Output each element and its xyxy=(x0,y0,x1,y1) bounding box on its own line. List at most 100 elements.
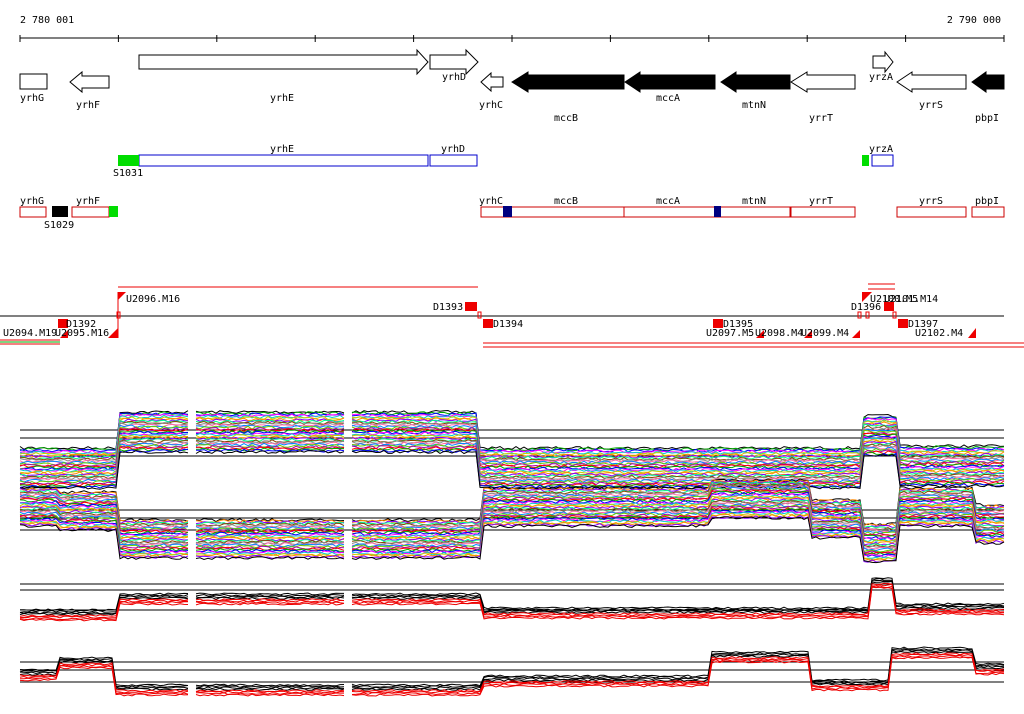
gene-label-yrzA: yrzA xyxy=(869,72,893,83)
profile-line xyxy=(19,489,1005,537)
segment-marker-U2095[interactable] xyxy=(108,328,118,338)
marker-label-S1029: S1029 xyxy=(44,220,74,231)
segment-label-D1394: D1394 xyxy=(493,319,523,330)
plus-feature-yrzA[interactable] xyxy=(871,154,894,167)
summary-panel-plus xyxy=(19,577,1005,622)
minus-feature-yrhC-mccB[interactable] xyxy=(480,206,625,218)
segment-label-U2101: U2101.M14 xyxy=(884,294,938,305)
segment-label-D1393: D1393 xyxy=(433,302,463,313)
segment-label-U2099: U2099.M4 xyxy=(801,328,849,339)
minus-feature-pbpI[interactable] xyxy=(971,206,1005,218)
segment-marker-D1397[interactable] xyxy=(898,319,908,328)
segment-marker-D1396[interactable] xyxy=(884,302,894,311)
profile-line xyxy=(19,510,1005,559)
plus-label-yrzA: yrzA xyxy=(869,144,893,155)
minus-label-pbpI: pbpI xyxy=(975,196,999,207)
segment-marker-D1395[interactable] xyxy=(713,319,723,328)
minus-label-yrhG: yrhG xyxy=(20,196,44,207)
minus-label-mccA: mccA xyxy=(656,196,680,207)
segment-label-D1392: D1392 xyxy=(66,319,96,330)
profile-line xyxy=(19,478,1005,527)
segment-marker-U2094[interactable] xyxy=(60,330,68,338)
minus-feature-mtnN[interactable] xyxy=(714,206,791,218)
profile-line xyxy=(19,512,1005,561)
plus-feature-yrhE[interactable] xyxy=(138,154,429,167)
profile-line xyxy=(19,646,1005,687)
marker-navy-mtnN[interactable] xyxy=(714,206,721,217)
profile-line xyxy=(19,516,1005,564)
profile-line xyxy=(19,655,1005,696)
segment-marker-D1394[interactable] xyxy=(483,319,493,328)
gene-label-yrrT: yrrT xyxy=(809,113,833,124)
gene-yrhD[interactable]: yrhD xyxy=(429,48,479,83)
profile-line xyxy=(19,425,1005,466)
gene-label-yrhF: yrhF xyxy=(76,100,100,111)
gene-yrzA[interactable]: yrzA xyxy=(869,50,894,83)
segment-label-D1395: D1395 xyxy=(723,319,753,330)
minus-label-yrrS: yrrS xyxy=(919,196,943,207)
segment-label-U2096: U2096.M16 xyxy=(126,294,180,305)
segment-marker-U2096[interactable] xyxy=(118,292,126,300)
plus-feature-yrhD[interactable] xyxy=(429,154,478,167)
segment-marker-U2098[interactable] xyxy=(804,330,812,338)
gene-yrhC[interactable]: yrhC xyxy=(479,71,504,111)
marker-green-yrhF[interactable] xyxy=(109,206,118,217)
gene-label-pbpI: pbpI xyxy=(975,113,999,124)
minus-feature-yrhF[interactable] xyxy=(71,206,110,218)
marker-S1031[interactable] xyxy=(118,155,139,166)
gene-yrhE[interactable]: yrhE xyxy=(138,48,429,104)
segment-marker-U2100[interactable] xyxy=(862,292,872,302)
profile-line xyxy=(19,649,1005,690)
segment-marker-U2099[interactable] xyxy=(852,330,860,338)
profile-line xyxy=(19,653,1005,694)
expression-panel-minus xyxy=(19,478,1005,564)
segment-marker-U2102[interactable] xyxy=(968,328,976,338)
gene-mtnN[interactable]: mtnN xyxy=(720,71,791,111)
minus-label-mccB: mccB xyxy=(554,196,578,207)
minus-label-mtnN: mtnN xyxy=(742,196,766,207)
scale-start-label: 2 780 001 xyxy=(20,15,74,26)
gene-yrrT[interactable]: yrrT xyxy=(790,71,856,124)
profile-line xyxy=(19,586,1005,622)
gene-label-yrrS: yrrS xyxy=(919,100,943,111)
gene-mccA[interactable]: mccA xyxy=(624,71,716,104)
gene-label-yrhE: yrhE xyxy=(270,93,294,104)
gene-arrows-track: yrhG yrhF yrhE yrhD yrhC mccB mccA mtnN xyxy=(19,48,1005,124)
gene-label-mccB: mccB xyxy=(554,113,578,124)
minus-feature-yrrS[interactable] xyxy=(896,206,967,218)
gene-label-yrhD: yrhD xyxy=(442,72,466,83)
marker-label-S1031: S1031 xyxy=(113,168,143,179)
gene-pbpI[interactable]: pbpI xyxy=(971,71,1005,124)
segment-marker-U2097[interactable] xyxy=(756,330,764,338)
profile-line xyxy=(19,650,1005,691)
minus-label-yrhC: yrhC xyxy=(479,196,503,207)
coordinate-scale: 2 780 001 2 790 000 xyxy=(19,15,1005,42)
gene-yrrS[interactable]: yrrS xyxy=(896,71,967,111)
gene-yrhF[interactable]: yrhF xyxy=(69,70,110,111)
minus-feature-yrhG[interactable] xyxy=(19,206,47,218)
marker-green-yrzA[interactable] xyxy=(862,155,869,166)
segment-label-U2100: U2100.M5 xyxy=(870,294,918,305)
profile-line xyxy=(19,416,1005,457)
segment-label-U2102: U2102.M4 xyxy=(915,328,963,339)
minus-strand-track: yrhG S1029 yrhF yrhC mccB mccA mtnN yrrT… xyxy=(19,196,1005,231)
minus-feature-mccA[interactable] xyxy=(623,206,716,218)
scale-end-label: 2 790 000 xyxy=(947,15,1001,26)
summary-panel-minus xyxy=(19,646,1005,697)
profile-line xyxy=(19,656,1005,697)
gene-yrhG[interactable]: yrhG xyxy=(19,73,48,104)
minus-label-yrrT: yrrT xyxy=(809,196,833,207)
segment-label-U2097: U2097.M5 xyxy=(706,328,754,339)
segment-marker-D1392[interactable] xyxy=(58,319,68,328)
gene-label-mccA: mccA xyxy=(656,93,680,104)
segment-label-D1396: D1396 xyxy=(851,302,881,313)
gene-label-yrhC: yrhC xyxy=(479,100,503,111)
minus-feature-yrrT[interactable] xyxy=(790,206,856,218)
segment-label-D1397: D1397 xyxy=(908,319,938,330)
marker-S1029[interactable] xyxy=(52,206,68,217)
segment-label-U2098: U2098.M4 xyxy=(755,328,803,339)
marker-navy-mccB[interactable] xyxy=(503,206,512,217)
segment-marker-D1393[interactable] xyxy=(465,302,477,311)
gene-mccB[interactable]: mccB xyxy=(511,71,625,124)
